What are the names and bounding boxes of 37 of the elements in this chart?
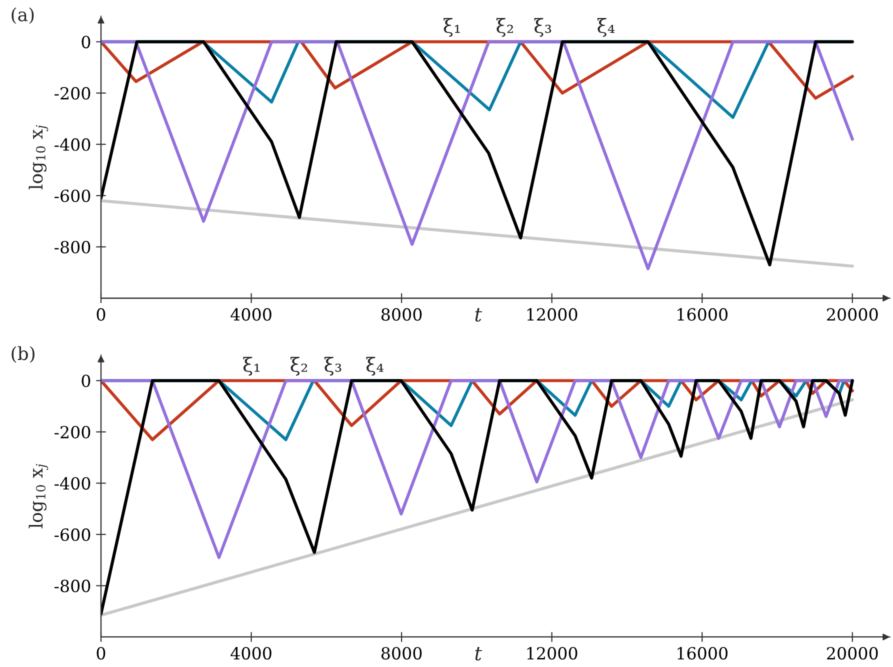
annotation: ξ₃: [534, 18, 552, 37]
annotation: ξ₂: [496, 18, 513, 37]
y-tick-label: -600: [54, 190, 90, 202]
y-tick-label: -200: [54, 87, 90, 100]
annotation: ξ₄: [597, 18, 615, 37]
x-tick-label: 0: [96, 647, 106, 660]
x-tick-label: 4000: [230, 308, 272, 321]
annotation: ξ₄: [366, 356, 384, 376]
annotation: ξ₁: [444, 18, 460, 37]
chart-title: (a): [12, 7, 34, 24]
y-axis-title: log$_{10}$ x$_{j}$: [28, 125, 48, 190]
x-tick-label: 0: [96, 308, 106, 321]
x-tick-label: 20000: [827, 308, 878, 321]
annotation: ξ₃: [324, 356, 342, 376]
y-tick-label: 0: [82, 36, 90, 48]
x-tick-label: 16000: [678, 647, 728, 660]
y-tick-label: -800: [54, 240, 90, 254]
x-tick-label: 12000: [527, 647, 578, 660]
x-tick-label: 16000: [678, 308, 728, 321]
annotation: ξ₁: [243, 356, 260, 376]
y-axis-title: log$_{10}$ x$_{j}$: [28, 464, 48, 528]
chart-title: (b): [12, 346, 34, 363]
x-axis-title: t: [475, 646, 482, 660]
line-series: [101, 379, 854, 560]
y-tick-label: -200: [54, 426, 90, 438]
x-tick-label: 20000: [827, 647, 878, 660]
x-tick-label: 8000: [381, 308, 422, 321]
annotation: ξ₂: [290, 356, 308, 376]
y-tick-label: -400: [54, 138, 90, 151]
y-tick-label: -400: [54, 477, 90, 490]
x-tick-label: 8000: [381, 647, 422, 660]
x-tick-label: 12000: [527, 308, 578, 321]
x-tick-label: 4000: [230, 647, 272, 660]
x-axis-title: t: [475, 308, 482, 322]
y-tick-label: -600: [54, 528, 90, 542]
y-tick-label: -800: [54, 580, 90, 592]
y-tick-label: 0: [82, 374, 90, 388]
